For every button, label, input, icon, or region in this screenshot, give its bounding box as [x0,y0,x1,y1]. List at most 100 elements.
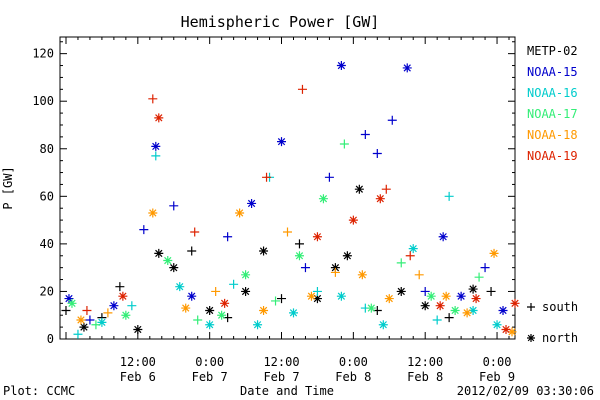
north-point [318,194,328,204]
north-point [312,232,322,242]
south-point [324,172,334,182]
north-point [312,294,322,304]
north-point [435,301,445,311]
north-point [420,301,430,311]
north-point [402,63,412,73]
x-tick-date-label: Feb 7 [263,370,299,384]
south-point [283,227,292,237]
y-axis: 0 20 40 60 80 100 120 [32,41,515,346]
south-point [444,313,454,323]
north-point [357,270,367,280]
north-point [471,294,481,304]
x-tick-label: 12:00 [407,355,443,369]
south-point [115,282,125,292]
y-tick-label: 20 [40,284,54,298]
north-point [456,291,466,301]
south-point [61,305,71,315]
plot-frame [59,36,516,340]
south-point [294,239,304,249]
south-point [82,305,92,315]
south-point [148,94,158,104]
legend-item-metp-02: METP-02 [527,44,578,58]
north-point [336,291,346,301]
south-point [297,84,307,94]
legend-item-noaa-17: NOAA-17 [527,107,578,121]
south-point [151,151,161,161]
x-tick-label: 0:00 [195,355,224,369]
north-point [426,291,436,301]
legend-symbol-north [527,334,535,342]
north-point [148,208,158,218]
legend-label-north: north [542,331,578,345]
south-point [139,225,149,235]
north-point [336,61,346,71]
north-point [384,294,394,304]
legend-label-south: south [542,300,578,314]
south-point [372,149,382,159]
south-point [312,286,322,296]
north-point [498,305,508,315]
south-point [262,172,272,182]
north-point [492,320,502,330]
north-point [501,324,511,334]
south-point [330,267,340,277]
north-point [76,315,86,325]
north-point [468,284,478,294]
legend-item-noaa-19: NOAA-19 [527,149,578,163]
y-tick-label: 100 [32,94,54,108]
north-point [489,248,499,258]
y-tick-label: 120 [32,47,54,61]
north-point [247,198,257,208]
legend-symbol-south [527,303,535,311]
x-tick-date-label: Feb 8 [407,370,443,384]
south-point [73,329,83,339]
south-point [223,232,233,242]
north-point [118,291,128,301]
south-point [91,320,101,330]
south-point [474,272,484,282]
north-point [241,286,251,296]
south-point [277,294,287,304]
north-point [217,310,227,320]
y-tick-label: 60 [40,189,54,203]
south-point [396,258,406,268]
south-point [187,246,197,256]
north-point [450,305,460,315]
south-point [300,263,310,273]
south-point [381,184,391,194]
x-tick-date-label: Feb 7 [192,370,228,384]
north-point [64,294,74,304]
south-point [414,270,424,280]
south-point [420,286,430,296]
north-point [151,141,161,151]
south-point [85,315,95,325]
south-point [169,201,179,211]
north-point [354,184,364,194]
north-point [277,137,287,147]
north-point [259,246,269,256]
south-point [229,279,239,289]
north-point [67,298,77,308]
north-point [175,282,185,292]
y-tick-label: 80 [40,142,54,156]
legend-item-noaa-18: NOAA-18 [527,128,578,142]
north-point [220,298,230,308]
north-point [468,305,478,315]
north-point [288,308,298,318]
south-point [480,263,490,273]
north-point [259,305,269,315]
y-tick-label: 40 [40,237,54,251]
north-point [163,256,173,266]
south-point [103,308,113,318]
chart-title: Hemispheric Power [GW] [181,13,380,31]
south-point [339,139,349,149]
north-point [133,324,143,334]
south-point [432,315,442,325]
north-point [342,251,352,261]
north-point [205,305,215,315]
x-tick-date-label: Feb 6 [120,370,156,384]
north-point [235,208,245,218]
x-tick-label: 12:00 [120,355,156,369]
